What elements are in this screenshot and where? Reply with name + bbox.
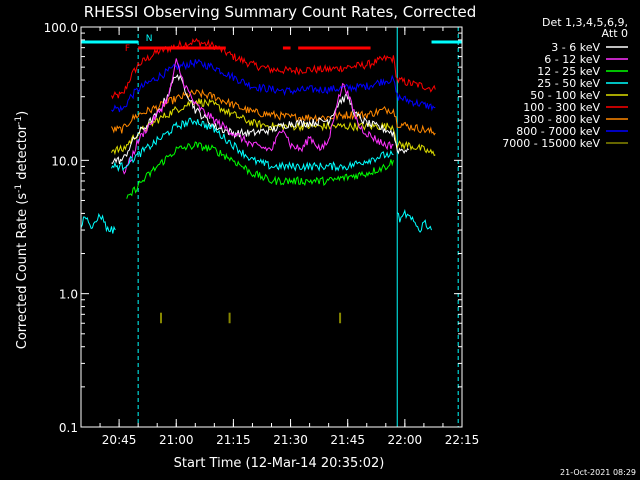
- series-line-6: [111, 117, 394, 173]
- series-line-5: [122, 58, 394, 175]
- x-tick-label-0: 20:45: [102, 433, 137, 447]
- chart-title: RHESSI Observing Summary Count Rates, Co…: [84, 3, 477, 21]
- series-line-4: [111, 74, 410, 165]
- x-tick-label-4: 21:45: [330, 433, 365, 447]
- x-tick-label-2: 21:15: [216, 433, 251, 447]
- y-label-mid: detector: [15, 124, 30, 184]
- y-tick-label-1: 1.0: [59, 288, 78, 302]
- axes: 20:45 21:00 21:15 21:30 21:45 22:00 22:15 0.1 1.…: [44, 21, 480, 447]
- legend-label-2: 12 - 25 keV: [537, 65, 600, 78]
- legend-label-1: 6 - 12 keV: [544, 53, 600, 66]
- legend-label-5: 100 - 300 keV: [523, 101, 600, 114]
- y-label-sup2: -1: [14, 116, 24, 125]
- y-label-sup1: -1: [14, 184, 24, 193]
- legend-label-7: 800 - 7000 keV: [516, 125, 600, 138]
- legend-label-6: 300 - 800 keV: [523, 113, 600, 126]
- legend-header-1: Att 0: [602, 27, 628, 40]
- timestamp: 21-Oct-2021 08:29: [560, 468, 636, 477]
- legend-label-0: 3 - 6 keV: [551, 41, 600, 54]
- y-tick-label-3: 100.0: [44, 21, 78, 35]
- legend-header-0: Det 1,3,4,5,6,9,: [542, 16, 628, 29]
- flag-n-label: N: [146, 34, 153, 44]
- y-label-main: Corrected Count Rate (s: [15, 193, 30, 350]
- flag-f-label: F: [125, 44, 130, 54]
- legend-label-4: 50 - 100 keV: [530, 89, 600, 102]
- y-axis-label: Corrected Count Rate (s-1 detector-1): [14, 111, 30, 349]
- y-tick-label-2: 10.0: [51, 154, 78, 168]
- svg-text:Corrected Count Rate (s-1 dete: Corrected Count Rate (s-1 detector-1): [14, 111, 30, 349]
- series-line-0: [111, 37, 436, 100]
- y-label-end: ): [15, 111, 30, 116]
- x-tick-label-3: 21:30: [273, 433, 308, 447]
- x-tick-label-5: 22:00: [388, 433, 423, 447]
- x-tick-label-1: 21:00: [159, 433, 194, 447]
- x-axis-label: Start Time (12-Mar-14 20:35:02): [174, 456, 385, 471]
- legend-label-8: 7000 - 15000 keV: [502, 137, 600, 150]
- x-tick-label-6: 22:15: [445, 433, 480, 447]
- y-tick-label-0: 0.1: [59, 421, 78, 435]
- series-line-8: [80, 212, 116, 234]
- series-line-7: [126, 141, 394, 199]
- series-line-1: [111, 58, 436, 113]
- plot-area: NF: [80, 27, 462, 427]
- series-line-9: [396, 208, 432, 233]
- legend-label-3: 25 - 50 keV: [537, 77, 600, 90]
